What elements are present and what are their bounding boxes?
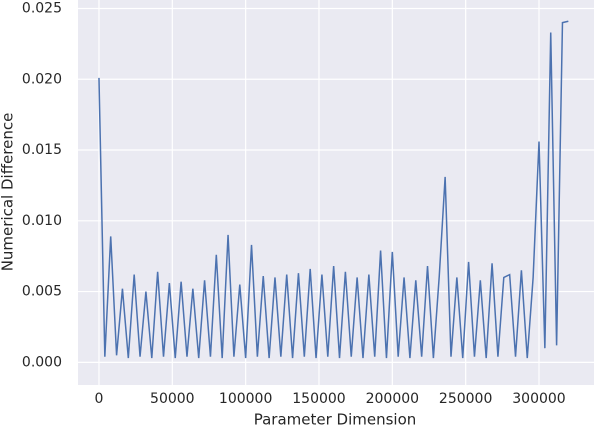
y-tick-label: 0.000 <box>22 354 62 370</box>
y-tick-label: 0.020 <box>22 71 62 87</box>
y-tick-label: 0.005 <box>22 284 62 300</box>
x-tick-label: 100000 <box>219 391 272 407</box>
y-tick-label: 0.015 <box>22 142 62 158</box>
x-tick-label: 250000 <box>439 391 492 407</box>
x-tick-label: 200000 <box>366 391 419 407</box>
y-tick-label: 0.025 <box>22 0 62 16</box>
plot-area <box>78 0 594 385</box>
x-tick-label: 150000 <box>292 391 345 407</box>
x-axis-label: Parameter Dimension <box>254 411 417 426</box>
x-tick-label: 300000 <box>512 391 565 407</box>
y-tick-label: 0.010 <box>22 213 62 229</box>
x-tick-label: 0 <box>95 391 104 407</box>
x-tick-label: 50000 <box>150 391 195 407</box>
data-line <box>98 20 569 359</box>
y-axis-label: Numerical Difference <box>0 113 17 272</box>
